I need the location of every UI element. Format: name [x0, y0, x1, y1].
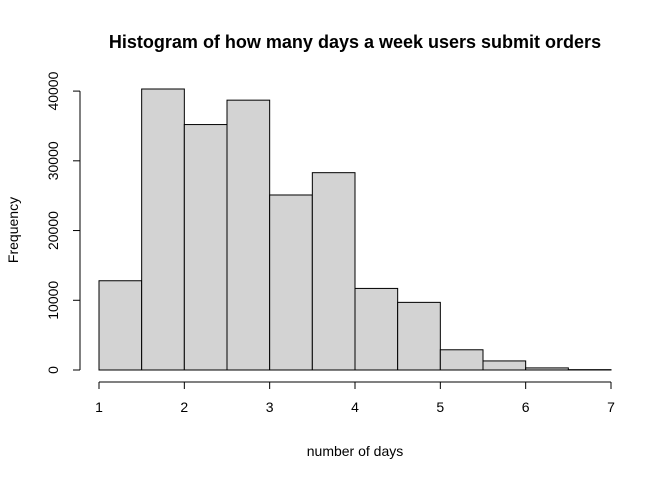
histogram-bar-5 [311, 172, 356, 371]
x-tick-label-0: 1 [95, 399, 103, 415]
histogram-bar-4 [269, 194, 313, 371]
histogram-bar-3 [226, 99, 271, 371]
y-tick-label-1: 10000 [45, 281, 61, 320]
x-tick-label-5: 6 [522, 399, 530, 415]
y-axis: 0 10000 20000 30000 40000 [45, 71, 81, 374]
x-tick-label-4: 5 [436, 399, 444, 415]
y-tick-label-4: 40000 [45, 71, 61, 110]
histogram-bar-10 [525, 367, 569, 371]
histogram-bars [98, 88, 612, 371]
x-tick-label-2: 3 [266, 399, 274, 415]
y-tick-label-0: 0 [45, 366, 61, 374]
x-axis: 1 2 3 4 5 6 7 [95, 381, 615, 415]
histogram-bar-1 [141, 88, 185, 371]
histogram-bar-8 [439, 349, 484, 371]
histogram-bar-7 [397, 301, 441, 371]
x-tick-label-3: 4 [351, 399, 359, 415]
histogram-bar-9 [482, 360, 527, 371]
chart-title: Histogram of how many days a week users … [109, 32, 601, 52]
y-tick-label-3: 30000 [45, 141, 61, 180]
y-tick-label-2: 20000 [45, 211, 61, 250]
histogram-bar-6 [354, 287, 399, 371]
x-tick-label-6: 7 [607, 399, 615, 415]
x-axis-label: number of days [307, 443, 404, 459]
histogram-bar-0 [98, 280, 143, 371]
y-axis-label: Frequency [5, 197, 21, 263]
x-tick-label-1: 2 [180, 399, 188, 415]
histogram-bar-2 [183, 124, 228, 371]
